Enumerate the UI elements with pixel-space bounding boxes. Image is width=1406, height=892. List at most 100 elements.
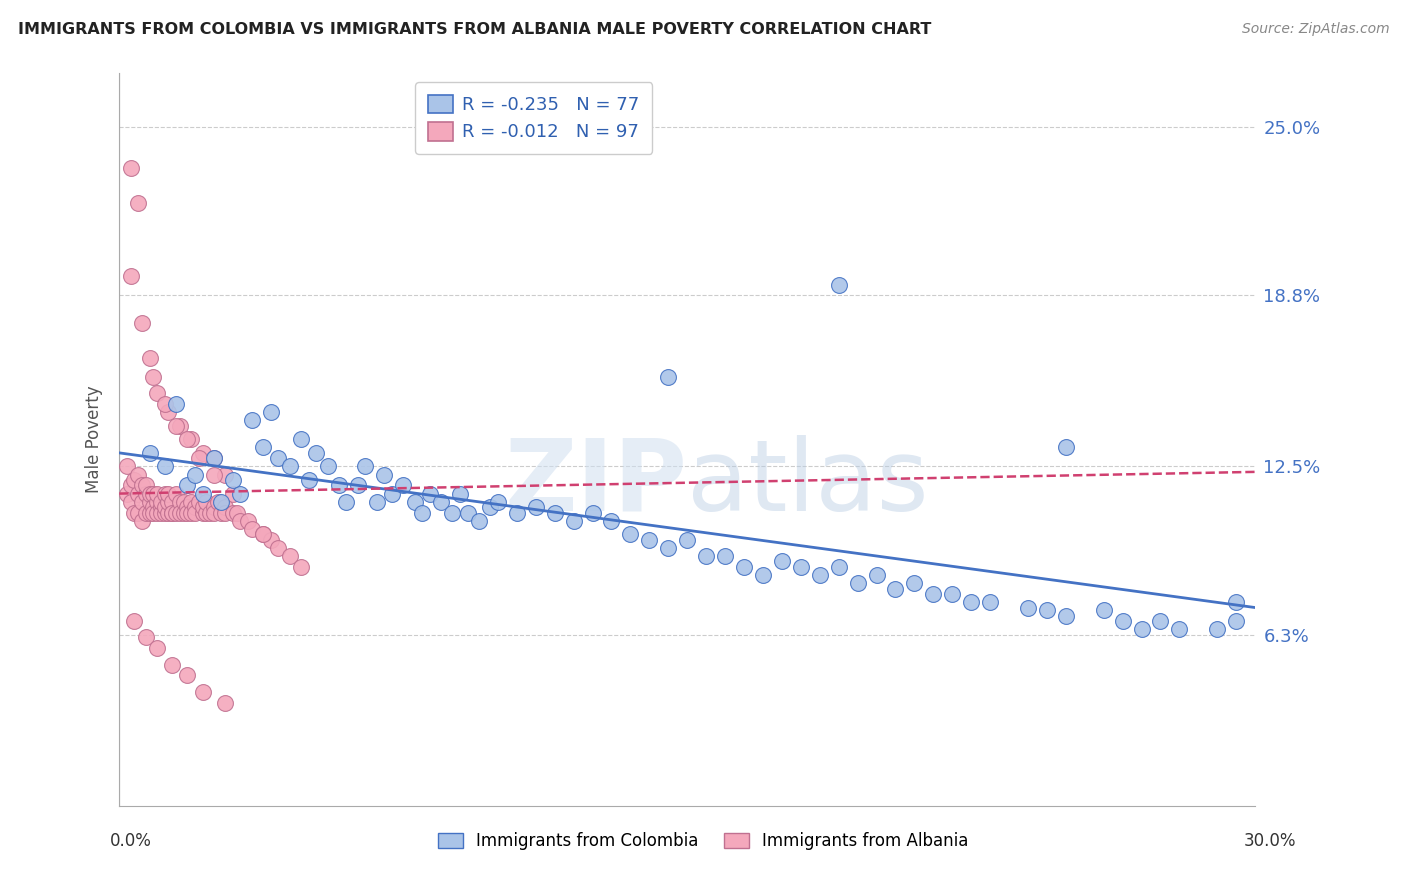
Point (180, 506, 202, 520)
Point (165, 397, 187, 411)
Point (211, 506, 233, 520)
Point (305, 446, 328, 460)
Point (752, 568, 775, 582)
Point (207, 494, 229, 508)
Point (225, 506, 247, 520)
Point (157, 506, 180, 520)
Point (619, 527, 641, 541)
Point (202, 506, 225, 520)
Point (120, 478, 142, 492)
Point (176, 432, 198, 446)
Point (202, 467, 225, 482)
Point (733, 559, 755, 574)
Point (138, 486, 160, 500)
Point (202, 500, 225, 515)
Point (373, 467, 395, 482)
Point (180, 432, 202, 446)
Point (290, 432, 312, 446)
Point (120, 269, 142, 284)
Point (211, 494, 233, 508)
Point (124, 473, 146, 487)
Point (191, 684, 214, 698)
Point (153, 397, 176, 411)
Text: atlas: atlas (688, 434, 929, 532)
Point (290, 559, 312, 574)
Point (770, 554, 793, 568)
Point (135, 631, 157, 645)
Point (214, 467, 236, 482)
Point (366, 494, 388, 508)
Point (468, 514, 491, 528)
Point (381, 486, 404, 500)
Point (162, 506, 184, 520)
Point (260, 533, 283, 547)
Point (316, 459, 339, 474)
Point (142, 370, 165, 384)
Point (581, 506, 603, 520)
Point (127, 486, 149, 500)
Point (165, 418, 187, 433)
Point (1036, 603, 1059, 617)
Point (135, 506, 157, 520)
Point (392, 478, 415, 492)
Point (657, 541, 679, 555)
Point (1225, 614, 1247, 628)
Point (138, 351, 160, 365)
Point (1017, 600, 1039, 615)
Point (278, 549, 301, 563)
Point (808, 568, 831, 582)
Point (562, 514, 585, 528)
Point (457, 506, 479, 520)
Point (173, 494, 195, 508)
Text: Source: ZipAtlas.com: Source: ZipAtlas.com (1241, 22, 1389, 37)
Point (714, 549, 737, 563)
Point (676, 533, 699, 547)
Point (214, 696, 236, 710)
Text: ZIP: ZIP (505, 434, 688, 532)
Point (146, 641, 169, 656)
Point (191, 446, 214, 460)
Point (1054, 441, 1077, 455)
Point (229, 514, 252, 528)
Legend: Immigrants from Colombia, Immigrants from Albania: Immigrants from Colombia, Immigrants fro… (432, 826, 974, 857)
Point (941, 587, 963, 601)
Point (131, 316, 153, 330)
Point (142, 500, 165, 515)
Point (124, 614, 146, 628)
Point (240, 413, 263, 427)
Point (169, 506, 191, 520)
Point (162, 506, 184, 520)
Point (1168, 622, 1191, 636)
Point (524, 500, 547, 515)
Point (138, 494, 160, 508)
Point (162, 494, 184, 508)
Point (267, 451, 290, 466)
Legend: R = -0.235   N = 77, R = -0.012   N = 97: R = -0.235 N = 77, R = -0.012 N = 97 (415, 82, 652, 154)
Point (184, 467, 207, 482)
Point (1111, 614, 1133, 628)
Point (176, 668, 198, 682)
Point (346, 478, 368, 492)
Point (153, 500, 176, 515)
Point (195, 506, 218, 520)
Point (252, 527, 274, 541)
Text: 0.0%: 0.0% (110, 832, 152, 850)
Point (157, 486, 180, 500)
Point (157, 405, 180, 419)
Point (120, 161, 142, 175)
Point (120, 494, 142, 508)
Point (297, 473, 319, 487)
Point (979, 595, 1001, 609)
Point (146, 386, 169, 401)
Point (411, 506, 433, 520)
Point (165, 486, 187, 500)
Point (865, 568, 887, 582)
Point (153, 459, 176, 474)
Point (449, 486, 471, 500)
Point (142, 506, 165, 520)
Point (1054, 608, 1077, 623)
Point (187, 451, 209, 466)
Point (169, 418, 191, 433)
Point (138, 446, 160, 460)
Point (1130, 622, 1153, 636)
